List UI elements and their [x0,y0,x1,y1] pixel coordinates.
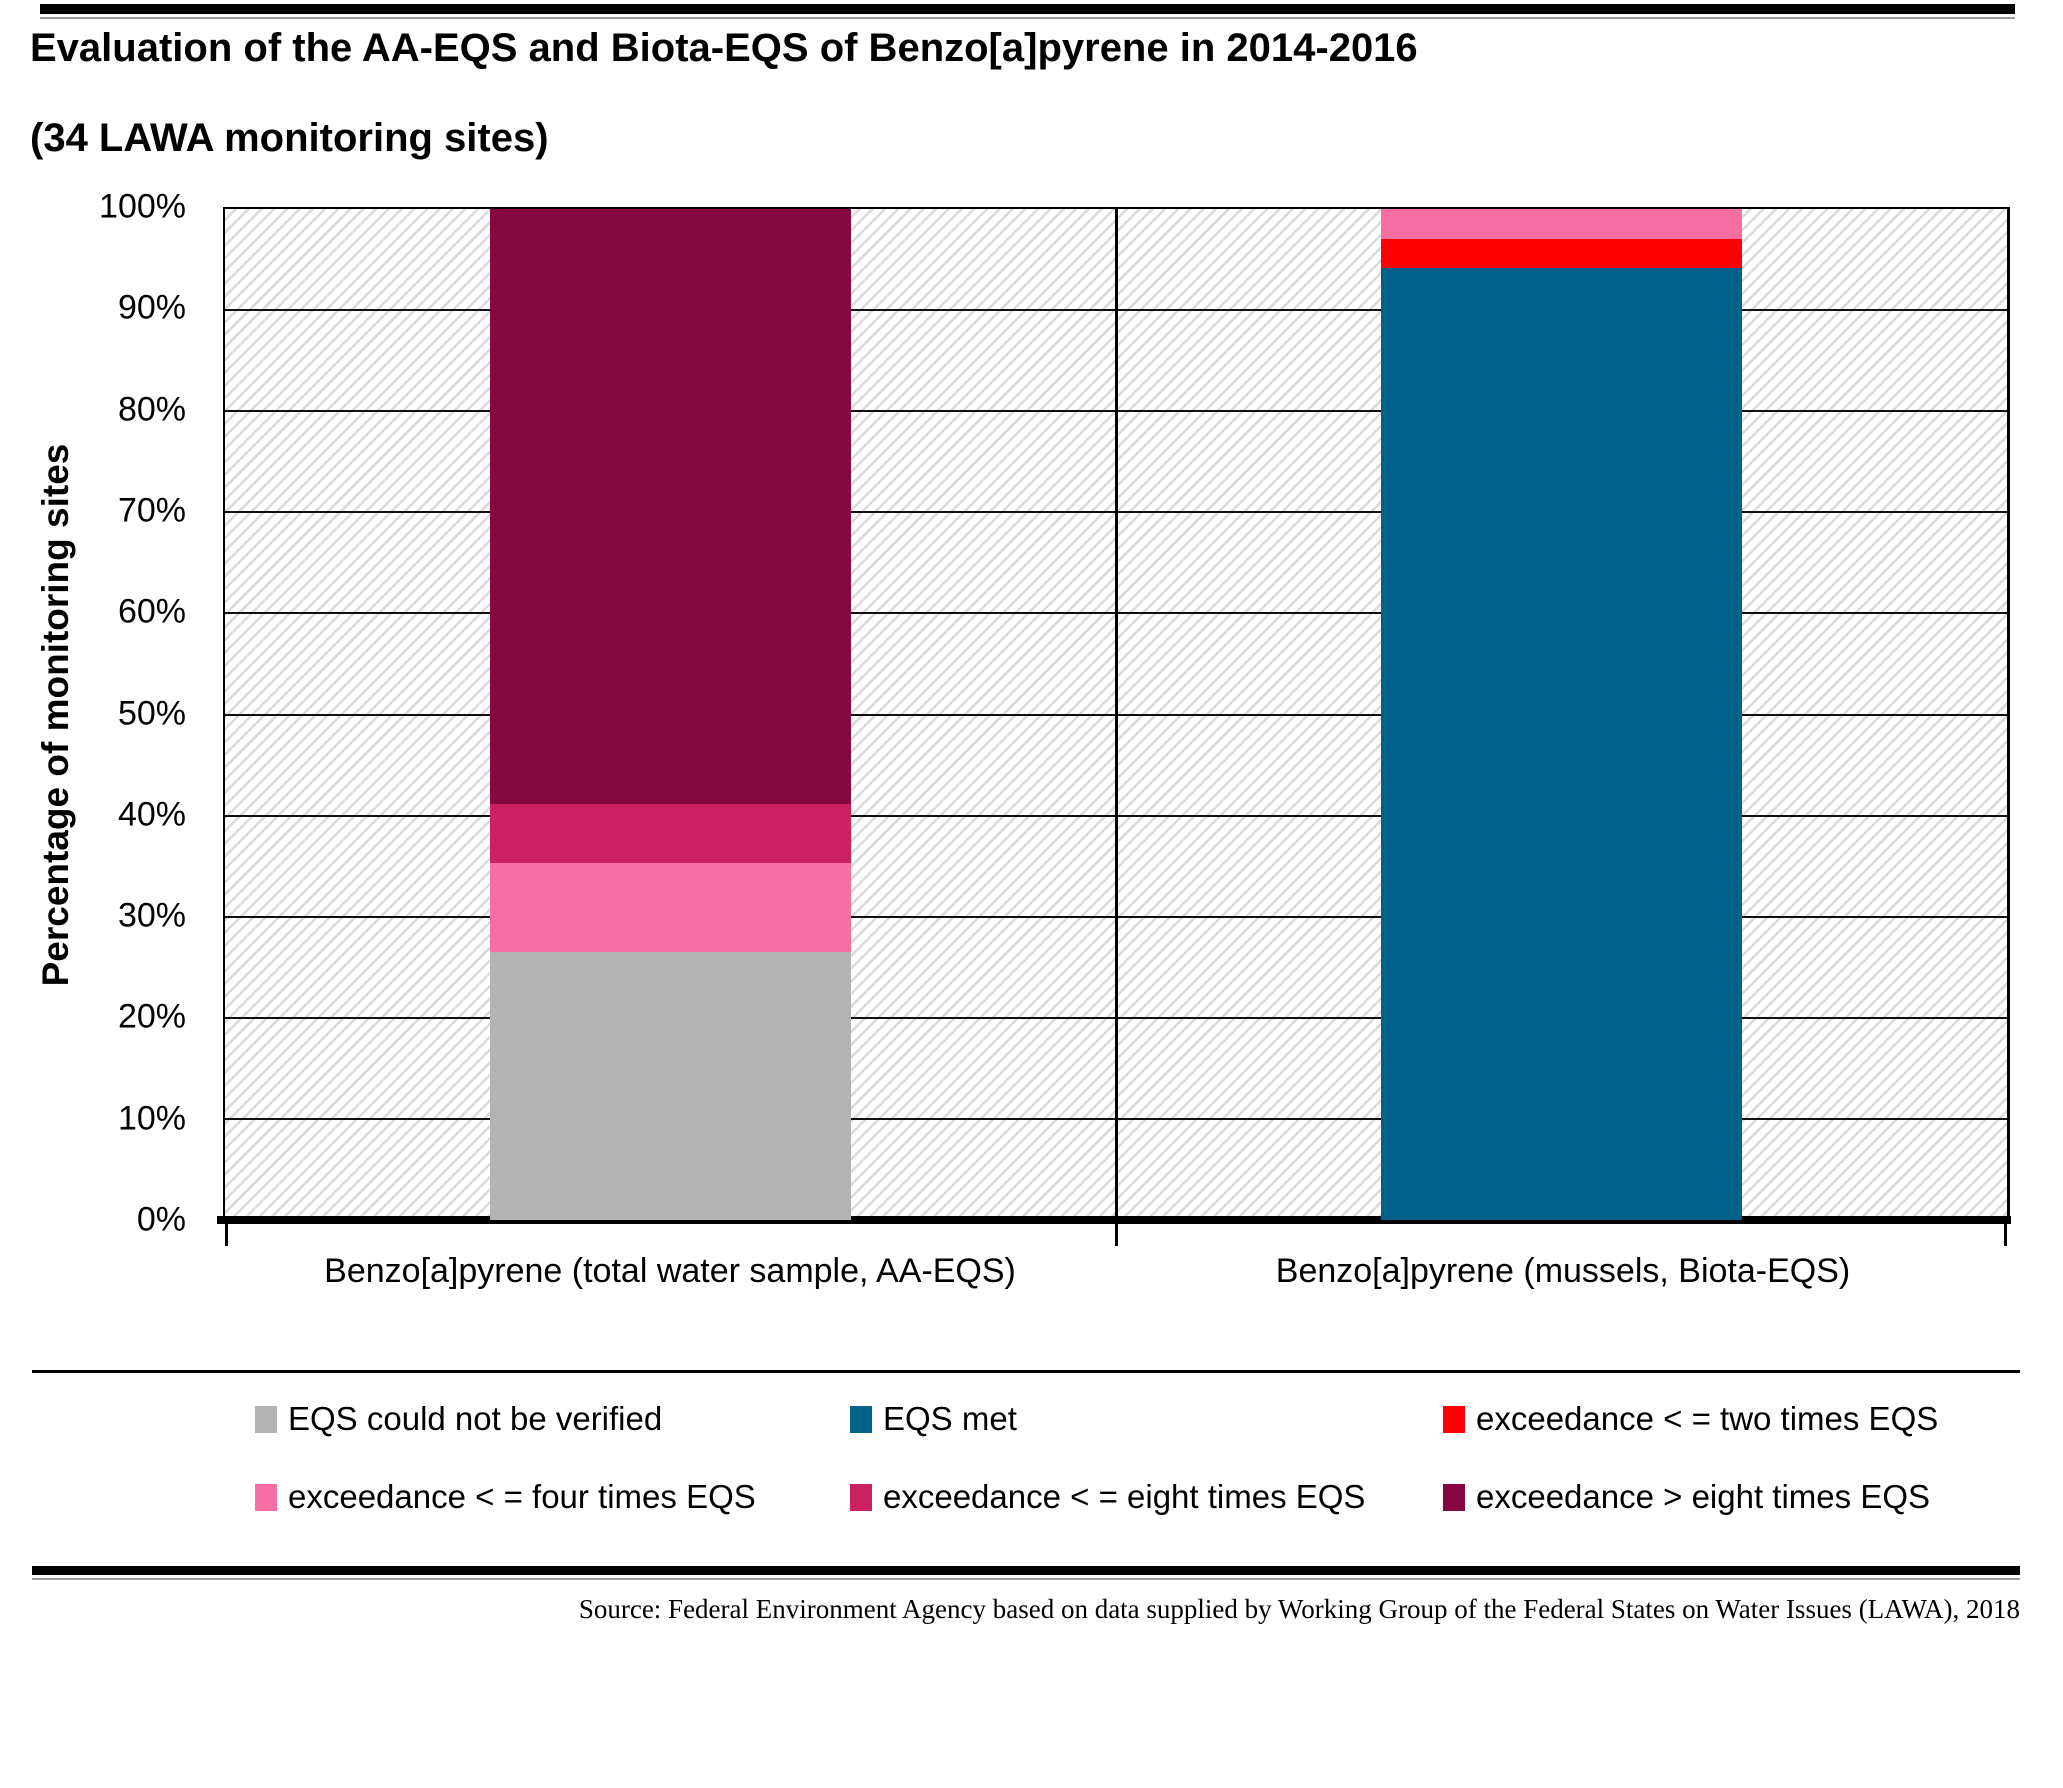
x-axis-tick [225,1222,228,1246]
y-tick-label: 40% [117,795,186,834]
legend-entry: EQS met [850,1400,1443,1438]
bar-segment [1380,209,1742,239]
legend-label: exceedance < = two times EQS [1476,1400,1939,1437]
legend-entry: exceedance < = four times EQS [255,1478,850,1516]
legend-swatch-icon [1443,1483,1465,1511]
stacked-bar-1 [489,209,851,1220]
legend-label: EQS met [883,1400,1017,1437]
legend-label: EQS could not be verified [288,1400,663,1437]
category-label-aa-eqs: Benzo[a]pyrene (total water sample, AA-E… [324,1252,1016,1290]
bar-segment [1380,268,1742,1220]
stacked-bar-2 [1380,209,1742,1220]
legend-swatch-icon [1443,1405,1465,1433]
y-tick-label: 90% [117,288,186,327]
bottom-rule-shadow [32,1578,2020,1580]
x-axis-tick [1115,1222,1118,1246]
legend-label: exceedance < = four times EQS [288,1478,756,1515]
legend-top-rule [32,1370,2020,1373]
legend-entry: EQS could not be verified [255,1400,850,1438]
y-tick-label: 100% [99,187,186,226]
y-tick-label: 80% [117,390,186,429]
plot-area [217,207,2011,1246]
y-tick-label: 10% [117,1099,186,1138]
chart-title: Evaluation of the AA-EQS and Biota-EQS o… [30,26,1418,70]
top-rule [40,4,2015,14]
chart-subtitle: (34 LAWA monitoring sites) [30,116,549,160]
legend-label: exceedance > eight times EQS [1476,1478,1931,1515]
x-axis-tick [2004,1222,2007,1246]
bar-segment [489,209,851,804]
source-note: Source: Federal Environment Agency based… [578,1594,2020,1624]
bottom-rule [32,1566,2020,1575]
y-tick-label: 20% [117,997,186,1036]
category-label-biota-eqs: Benzo[a]pyrene (mussels, Biota-EQS) [1275,1252,1851,1290]
y-tick-label: 0% [136,1200,186,1239]
category-divider-line [1115,209,1118,1220]
x-axis-line [217,1216,2011,1224]
y-tick-label: 30% [117,896,186,935]
bar-segment [489,803,851,864]
legend-swatch-icon [850,1405,872,1433]
y-axis-tick-labels: 0% 10% 20% 30% 40% 50% 60% 70% 80% 90% 100% [0,188,186,1239]
legend-entry: exceedance < = eight times EQS [850,1478,1443,1516]
legend-label: exceedance < = eight times EQS [883,1478,1366,1515]
bar-segment [1380,238,1742,269]
legend: EQS could not be verified EQS met exceedan… [255,1400,2020,1516]
legend-swatch-icon [255,1483,277,1511]
bar-segment [489,952,851,1220]
top-rule-shadow [40,17,2015,19]
legend-entry: exceedance < = two times EQS [1443,1400,2020,1438]
bar-segment [489,863,851,953]
y-tick-label: 60% [117,592,186,631]
legend-swatch-icon [850,1483,872,1511]
y-tick-label: 70% [117,491,186,530]
legend-swatch-icon [255,1405,277,1433]
legend-entry: exceedance > eight times EQS [1443,1478,2020,1516]
y-tick-label: 50% [117,694,186,732]
